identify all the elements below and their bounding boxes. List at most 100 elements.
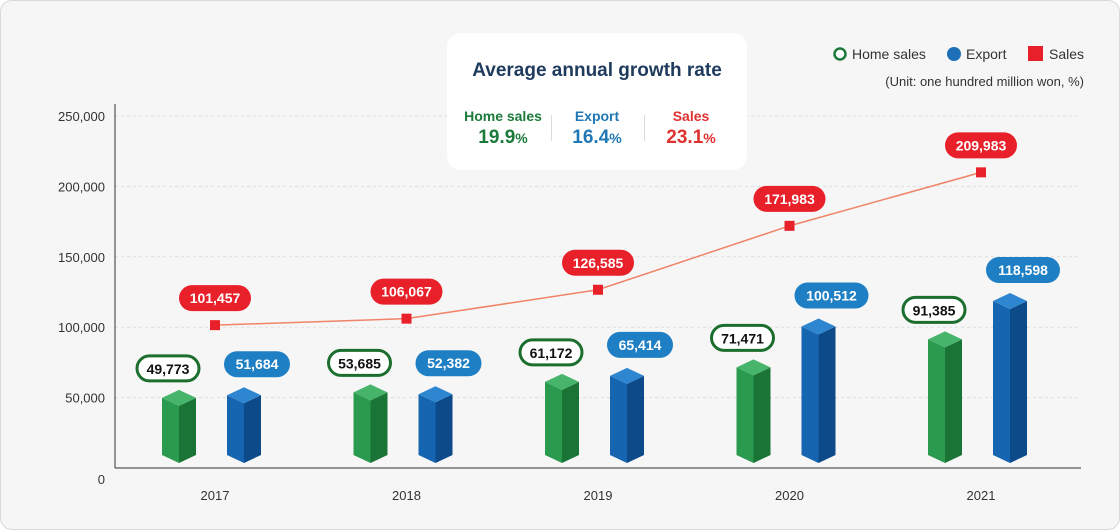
export-bar-top xyxy=(418,386,453,403)
home-sales-data-label: 71,471 xyxy=(721,330,764,346)
legend-home-sales-label: Home sales xyxy=(852,46,926,62)
export-data-label: 65,414 xyxy=(619,337,662,353)
home-sales-bar xyxy=(736,359,771,463)
home-sales-bar-side xyxy=(945,339,962,463)
export-label-pill xyxy=(794,282,869,309)
x-tick-label: 2017 xyxy=(201,488,230,503)
export-bar-top xyxy=(801,318,836,335)
export-bar-top xyxy=(993,293,1027,310)
growth-home-sales-value: 19.9 xyxy=(478,127,516,148)
growth-sales: Sales 23.1% xyxy=(643,108,739,149)
sales-data-label: 171,983 xyxy=(764,191,815,207)
growth-rate-title: Average annual growth rate xyxy=(472,60,722,81)
export-bar xyxy=(610,367,644,463)
growth-sales-value: 23.1 xyxy=(666,127,704,148)
export-bar-front xyxy=(227,395,244,463)
sales-data-label: 106,067 xyxy=(381,284,432,300)
x-tick-label: 2019 xyxy=(584,488,613,503)
export-data-label: 118,598 xyxy=(998,262,1048,278)
y-tick-label: 0 xyxy=(98,472,105,487)
growth-home-sales: Home sales 19.9% xyxy=(455,108,551,149)
home-sales-bar-side xyxy=(562,381,579,463)
export-bar-side xyxy=(627,375,644,463)
sales-point xyxy=(976,167,986,178)
sales-label-pill xyxy=(179,285,251,312)
export-data-label: 52,382 xyxy=(427,355,470,371)
export-bar xyxy=(418,386,453,463)
growth-home-sales-label: Home sales xyxy=(464,108,542,124)
sales-point xyxy=(210,320,220,331)
growth-export-unit: % xyxy=(609,130,622,146)
sales-label-pill xyxy=(562,249,634,276)
export-bar-side xyxy=(244,395,261,463)
growth-rate-box: Average annual growth rate Home sales 19… xyxy=(447,33,747,170)
sales-point xyxy=(401,313,412,324)
growth-separator xyxy=(551,115,552,141)
y-tick-label: 250,000 xyxy=(58,109,105,124)
export-bar-front xyxy=(993,301,1010,463)
legend-sales-marker xyxy=(1028,46,1043,61)
home-sales-label-pill xyxy=(710,323,775,352)
home-sales-bar-top xyxy=(353,384,388,401)
legend-sales-label: Sales xyxy=(1049,46,1084,62)
home-sales-bar-side xyxy=(370,392,388,463)
home-sales-bar-front xyxy=(736,367,754,463)
home-sales-bar-front xyxy=(353,392,371,463)
y-tick-label: 50,000 xyxy=(65,391,105,406)
y-tick-label: 100,000 xyxy=(58,320,105,335)
export-bar-side xyxy=(818,326,836,463)
sales-label-pill xyxy=(753,185,826,212)
home-sales-bar-side xyxy=(179,397,196,463)
home-sales-data-label: 91,385 xyxy=(913,302,956,318)
home-sales-bar-front xyxy=(928,339,945,463)
home-sales-bar-front xyxy=(545,381,562,463)
export-bar-top xyxy=(227,387,261,404)
export-label-pill xyxy=(607,331,673,358)
export-bar-front xyxy=(418,394,436,463)
home-sales-label-pill xyxy=(135,354,201,383)
sales-point xyxy=(593,284,603,295)
export-label-pill xyxy=(986,257,1060,284)
home-sales-data-label: 49,773 xyxy=(147,361,190,377)
growth-home-sales-unit: % xyxy=(515,130,528,146)
legend-export-label: Export xyxy=(966,46,1007,62)
y-tick-label: 150,000 xyxy=(58,250,105,265)
export-bar-side xyxy=(1010,301,1027,463)
home-sales-label-pill xyxy=(518,338,584,367)
export-label-pill xyxy=(415,350,482,377)
export-bar xyxy=(227,387,261,463)
home-sales-bar-top xyxy=(162,389,196,406)
home-sales-bar-top xyxy=(736,359,771,376)
sales-data-label: 209,983 xyxy=(956,137,1007,153)
sales-data-label: 101,457 xyxy=(190,290,241,306)
home-sales-bar-side xyxy=(753,367,771,463)
unit-label: (Unit: one hundred million won, %) xyxy=(885,74,1084,89)
export-bar-front xyxy=(801,326,819,463)
home-sales-label-pill xyxy=(901,295,967,324)
sales-label-pill xyxy=(370,278,443,305)
growth-export: Export 16.4% xyxy=(549,108,645,149)
home-sales-bar xyxy=(353,384,388,463)
growth-separator xyxy=(644,115,645,141)
home-sales-data-label: 53,685 xyxy=(338,355,381,371)
home-sales-bar-top xyxy=(545,373,579,390)
export-bar-front xyxy=(610,375,627,463)
home-sales-bar-top xyxy=(928,331,962,348)
export-label-pill xyxy=(224,351,290,378)
home-sales-data-label: 61,172 xyxy=(530,345,573,361)
legend-export-marker xyxy=(947,47,961,61)
x-tick-label: 2020 xyxy=(775,488,804,503)
export-bar xyxy=(801,318,836,463)
y-tick-label: 200,000 xyxy=(58,179,105,194)
export-data-label: 51,684 xyxy=(236,356,279,372)
growth-sales-label: Sales xyxy=(672,108,710,124)
export-bar-side xyxy=(435,394,453,463)
home-sales-label-pill xyxy=(327,348,392,377)
export-bar-top xyxy=(610,367,644,384)
export-bar xyxy=(993,293,1027,463)
home-sales-bar xyxy=(928,331,962,463)
legend-home-sales-marker xyxy=(833,47,847,61)
x-tick-label: 2018 xyxy=(392,488,421,503)
